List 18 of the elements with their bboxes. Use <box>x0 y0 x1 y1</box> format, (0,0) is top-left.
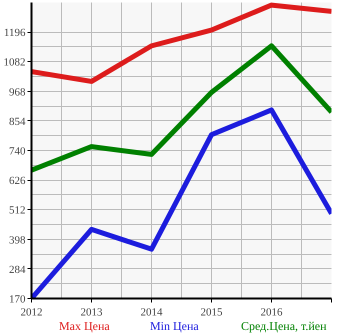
text: Сред.Цена, т.йен <box>241 319 327 334</box>
x-tick-label: 2013 <box>80 306 103 318</box>
y-tick-label: 170 <box>9 294 26 306</box>
text: Min Цена <box>150 319 199 334</box>
y-tick-label: 854 <box>9 116 26 128</box>
x-tick-label: 2014 <box>140 306 163 318</box>
x-tick-label: 2015 <box>200 306 223 318</box>
y-tick-label: 512 <box>9 204 26 217</box>
y-tick-label: 284 <box>9 264 26 276</box>
y-tick-label: 1196 <box>4 27 26 40</box>
x-tick-label: 2012 <box>20 306 42 318</box>
y-tick-label: 740 <box>9 146 26 158</box>
y-tick-label: 968 <box>9 86 26 98</box>
x-tick-label: 2016 <box>260 306 283 318</box>
y-tick-label: 398 <box>9 234 26 246</box>
y-tick-label: 626 <box>9 175 26 188</box>
y-tick-label: 1082 <box>4 56 26 69</box>
text: Max Цена <box>59 319 110 334</box>
